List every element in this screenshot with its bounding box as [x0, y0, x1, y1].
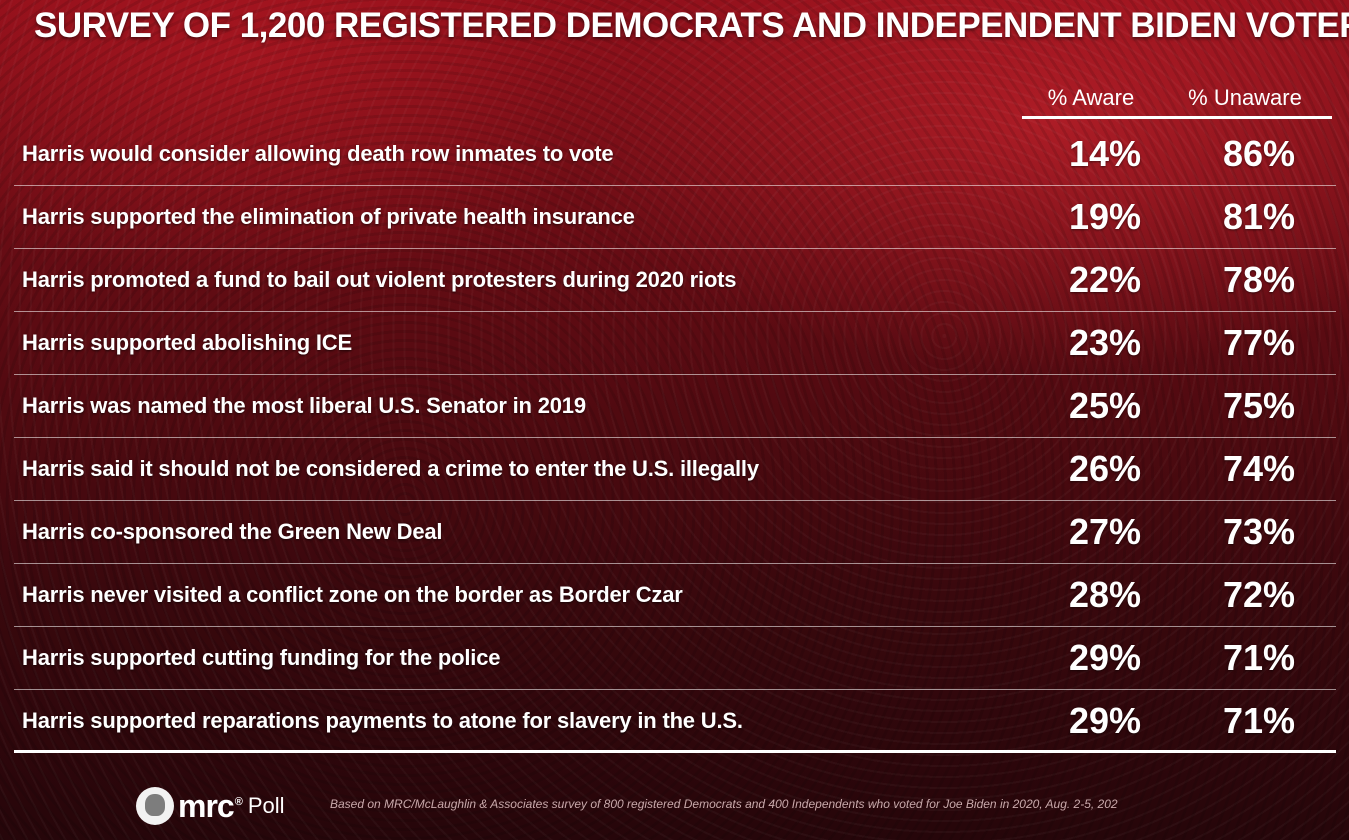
table-row: Harris supported the elimination of priv…	[14, 186, 1336, 249]
headline: SURVEY OF 1,200 REGISTERED DEMOCRATS AND…	[34, 6, 1349, 45]
logo-brand-text: mrc®	[178, 787, 243, 824]
aware-value: 23%	[1068, 322, 1142, 363]
unaware-value: 75%	[1222, 385, 1296, 426]
unaware-value: 72%	[1222, 574, 1296, 615]
table-row: Harris co-sponsored the Green New Deal 27…	[14, 501, 1336, 564]
row-statement: Harris supported the elimination of priv…	[22, 204, 635, 229]
table-row: Harris supported reparations payments to…	[14, 690, 1336, 752]
aware-value: 14%	[1068, 133, 1142, 174]
unaware-value: 71%	[1222, 700, 1296, 741]
table-row: Harris said it should not be considered …	[14, 438, 1336, 501]
row-statement: Harris supported reparations payments to…	[22, 708, 743, 733]
aware-value: 19%	[1068, 196, 1142, 237]
logo-poll-text: Poll	[247, 793, 285, 818]
table-row: Harris would consider allowing death row…	[14, 123, 1336, 186]
aware-value: 27%	[1068, 511, 1142, 552]
aware-value: 25%	[1068, 385, 1142, 426]
table-row: Harris was named the most liberal U.S. S…	[14, 375, 1336, 438]
survey-table: Harris would consider allowing death row…	[14, 123, 1336, 752]
unaware-value: 74%	[1222, 448, 1296, 489]
unaware-value: 78%	[1222, 259, 1296, 300]
unaware-value: 77%	[1222, 322, 1296, 363]
source-note: Based on MRC/McLaughlin & Associates sur…	[330, 797, 1118, 811]
table-row: Harris supported cutting funding for the…	[14, 627, 1336, 690]
row-statement: Harris said it should not be considered …	[22, 456, 759, 481]
column-header-aware: % Aware	[1047, 85, 1135, 110]
mrc-poll-logo: mrc® Poll	[136, 785, 285, 827]
row-statement: Harris never visited a conflict zone on …	[22, 582, 683, 607]
table-bottom-divider	[14, 750, 1336, 753]
row-statement: Harris was named the most liberal U.S. S…	[22, 393, 586, 418]
unaware-value: 81%	[1222, 196, 1296, 237]
row-statement: Harris would consider allowing death row…	[22, 141, 614, 166]
aware-value: 22%	[1068, 259, 1142, 300]
row-statement: Harris supported cutting funding for the…	[22, 645, 501, 670]
unaware-value: 73%	[1222, 511, 1296, 552]
column-header-unaware: % Unaware	[1188, 85, 1302, 110]
row-statement: Harris co-sponsored the Green New Deal	[22, 519, 443, 544]
row-statement: Harris promoted a fund to bail out viole…	[22, 267, 737, 292]
unaware-value: 71%	[1222, 637, 1296, 678]
table-row: Harris supported abolishing ICE 23% 77%	[14, 312, 1336, 375]
aware-value: 26%	[1068, 448, 1142, 489]
row-statement: Harris supported abolishing ICE	[22, 330, 352, 355]
table-row: Harris promoted a fund to bail out viole…	[14, 249, 1336, 312]
aware-value: 28%	[1068, 574, 1142, 615]
aware-value: 29%	[1068, 637, 1142, 678]
header-divider	[1022, 116, 1332, 119]
aware-value: 29%	[1068, 700, 1142, 741]
table-row: Harris never visited a conflict zone on …	[14, 564, 1336, 627]
mrc-lion-logo-icon	[136, 787, 174, 825]
unaware-value: 86%	[1222, 133, 1296, 174]
